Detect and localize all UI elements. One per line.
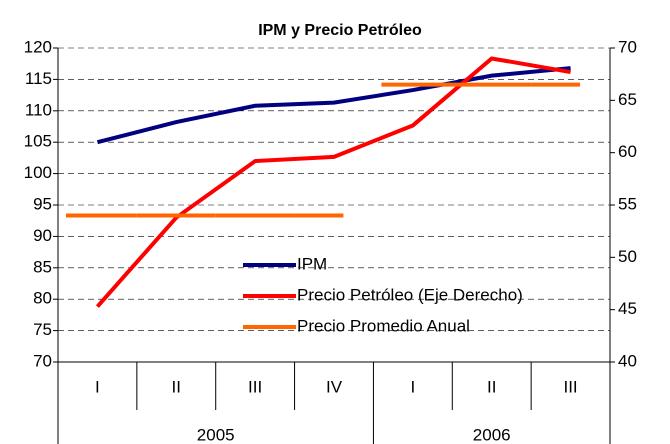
series-line <box>95 56 571 308</box>
legend-label: IPM <box>297 254 327 273</box>
x-tick-label: II <box>172 377 181 396</box>
series-line <box>96 66 571 145</box>
chart-title: IPM y Precio Petróleo <box>258 22 422 39</box>
y-tick-label: 110 <box>25 100 52 119</box>
y-tick-label: 70 <box>33 351 52 370</box>
x-tick-label: III <box>248 377 262 396</box>
y2-tick-label: 45 <box>618 299 637 318</box>
x-tick-label: I <box>95 377 100 396</box>
group-label: 2005 <box>197 425 235 444</box>
y2-tick-label: 40 <box>618 351 637 370</box>
y-tick-label: 115 <box>25 69 52 88</box>
y-tick-label: 75 <box>33 320 52 339</box>
y-tick-label: 85 <box>33 257 52 276</box>
x-tick-label: II <box>487 377 496 396</box>
y2-tick-label: 65 <box>618 90 637 109</box>
x-tick-label: IV <box>326 377 343 396</box>
y-tick-label: 100 <box>24 163 52 182</box>
y2-tick-label: 60 <box>618 142 637 161</box>
y-tick-label: 90 <box>33 226 52 245</box>
y2-tick-label: 70 <box>618 37 637 56</box>
y-tick-label: 120 <box>24 37 52 56</box>
x-tick-label: III <box>563 377 577 396</box>
legend-label: Precio Petróleo (Eje Derecho) <box>297 285 523 304</box>
y2-tick-label: 55 <box>618 194 637 213</box>
x-tick-label: I <box>410 377 415 396</box>
legend-label: Precio Promedio Anual <box>297 316 470 335</box>
y2-tick-label: 50 <box>618 247 637 266</box>
group-label: 2006 <box>473 425 511 444</box>
y-tick-label: 80 <box>33 289 52 308</box>
y-tick-label: 105 <box>24 132 52 151</box>
y-tick-label: 95 <box>33 194 52 213</box>
